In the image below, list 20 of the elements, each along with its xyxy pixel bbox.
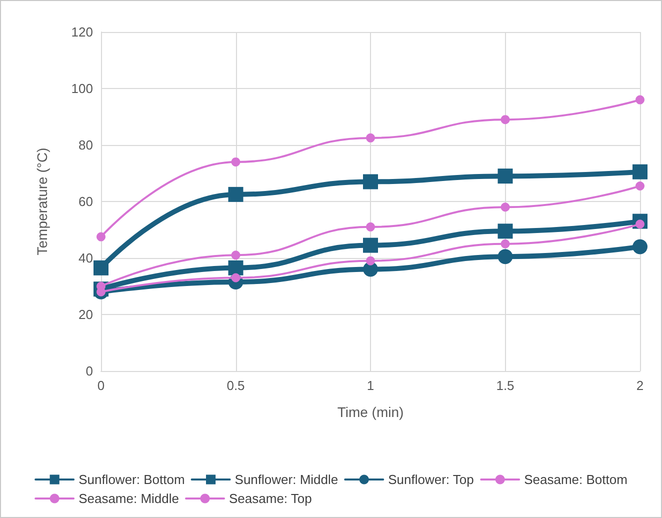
y-tick-label: 0 [86,364,93,378]
y-tick-label: 80 [78,138,93,152]
x-tick-label: 2 [636,378,644,393]
y-tick-label: 60 [78,194,93,209]
x-axis-title: Time (min) [337,404,404,420]
y-axis-title: Temperature (°C) [34,148,50,256]
legend-label: Sunflower: Bottom [78,472,185,487]
y-tick-label: 20 [78,307,93,322]
y-tick-label: 40 [78,250,93,266]
x-tick-label: 1.5 [496,378,514,393]
y-tick-label: 100 [71,81,93,96]
legend-label: Seasame: Middle [78,491,180,506]
x-tick-label: 1 [366,378,374,393]
legend-label: Seasame: Bottom [524,472,628,487]
legend-label: Sunflower: Middle [234,472,338,487]
legend-label: Sunflower: Top [388,472,474,487]
legend-label: Seasame: Top [229,491,312,506]
y-tick-label: 120 [71,24,93,40]
x-tick-label: 0.5 [226,378,245,393]
x-tick-label: 0 [97,378,105,393]
